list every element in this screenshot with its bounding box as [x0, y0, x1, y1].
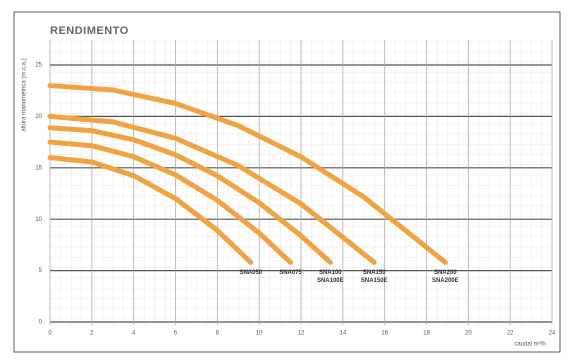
chart-title: RENDIMENTO — [50, 25, 129, 37]
x-tick-label: 2 — [90, 331, 94, 337]
y-tick-label: 10 — [35, 217, 42, 223]
x-tick-label: 8 — [216, 331, 220, 337]
pump-curve — [47, 139, 294, 265]
curve-label: SNA150 — [363, 270, 386, 276]
y-tick-label: 20 — [35, 114, 42, 120]
x-tick-label: 0 — [48, 331, 52, 337]
curve-label: SNA050 — [239, 270, 262, 276]
curve-label: SNA200E — [432, 278, 459, 284]
x-tick-label: 16 — [381, 331, 388, 337]
y-tick-label: 15 — [35, 165, 42, 171]
pump-curve — [47, 83, 448, 265]
pump-curve — [47, 125, 333, 265]
x-tick-label: 6 — [174, 331, 178, 337]
x-tick-label: 22 — [507, 331, 514, 337]
x-tick-label: 20 — [465, 331, 472, 337]
pump-curve — [47, 113, 377, 265]
curve-label: SNA100 — [319, 270, 342, 276]
y-tick-label: 25 — [35, 63, 42, 69]
curve-label: SNA100E — [317, 278, 344, 284]
curve-label: SNA200 — [434, 270, 457, 276]
x-tick-label: 18 — [423, 331, 430, 337]
x-tick-label: 4 — [132, 331, 136, 337]
y-axis-label: altura manométrica (m.c.a.) — [22, 58, 28, 131]
x-tick-label: 12 — [298, 331, 305, 337]
curve-label: SNA150E — [361, 278, 388, 284]
pump-curve — [47, 155, 254, 265]
x-tick-label: 14 — [339, 331, 346, 337]
x-axis-label: caudal m³/h — [514, 342, 545, 348]
x-tick-label: 24 — [549, 331, 556, 337]
x-tick-label: 10 — [256, 331, 263, 337]
curve-label: SNA075 — [279, 270, 302, 276]
y-tick-label: 0 — [39, 320, 43, 326]
y-tick-label: 5 — [39, 268, 43, 274]
